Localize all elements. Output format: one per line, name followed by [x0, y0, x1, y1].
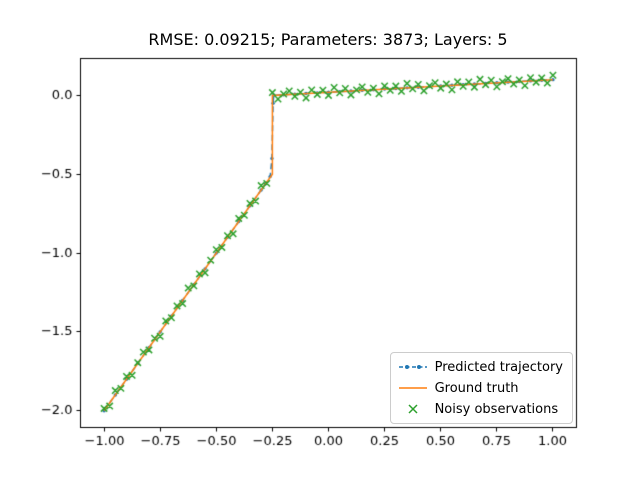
x-marker-glyph — [408, 404, 418, 414]
dot-marker-glyph — [416, 365, 421, 369]
dot-marker-glyph — [404, 365, 409, 369]
legend-item-ground-truth: Ground truth — [398, 379, 563, 397]
ground-truth-legend-icon — [398, 387, 427, 389]
legend-label-ground-truth: Ground truth — [434, 380, 519, 396]
legend-item-noisy-observations: Noisy observations — [398, 400, 563, 418]
noisy-observations-legend-icon — [408, 404, 418, 414]
legend-item-predicted-trajectory: Predicted trajectory — [398, 358, 563, 376]
predicted-trajectory-legend-icon — [398, 365, 427, 369]
legend: Predicted trajectory Ground truth Noisy … — [389, 352, 573, 424]
chart-title: RMSE: 0.09215; Parameters: 3873; Layers:… — [148, 30, 508, 49]
legend-label-noisy-observations: Noisy observations — [434, 401, 559, 417]
legend-label-predicted-trajectory: Predicted trajectory — [434, 359, 563, 375]
